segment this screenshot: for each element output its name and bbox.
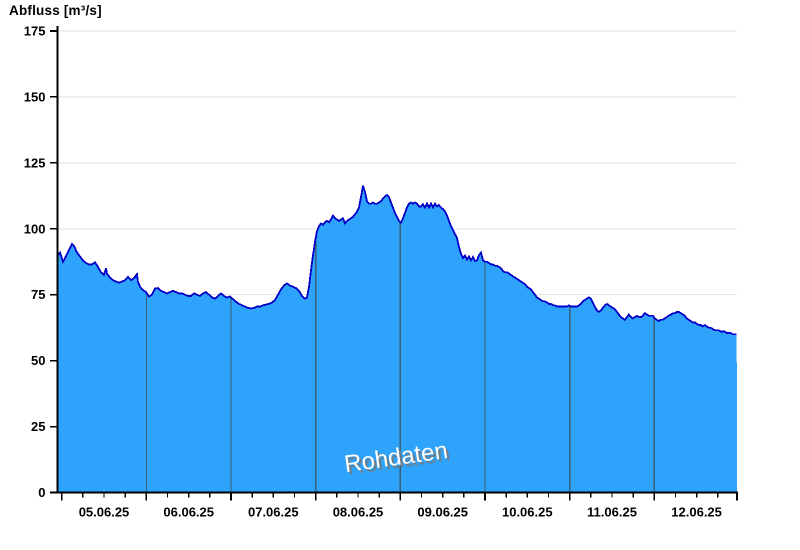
x-tick-label: 05.06.25: [79, 505, 130, 520]
y-tick-label: 100: [24, 221, 46, 236]
y-tick-label: 175: [24, 24, 46, 39]
y-tick-label: 125: [24, 155, 46, 170]
x-tick-label: 12.06.25: [671, 505, 722, 520]
y-tick-label: 150: [24, 89, 46, 104]
y-tick-label: 25: [31, 419, 45, 434]
x-tick-label: 06.06.25: [163, 505, 214, 520]
series-area-fill: [58, 185, 737, 493]
y-tick-label: 50: [31, 353, 45, 368]
chart-title: Abfluss [m³/s]: [9, 3, 102, 18]
y-tick-label: 0: [38, 485, 45, 500]
x-tick-label: 11.06.25: [587, 505, 637, 520]
x-tick-label: 10.06.25: [502, 505, 553, 520]
x-tick-label: 09.06.25: [417, 505, 468, 520]
x-tick-label: 08.06.25: [333, 505, 384, 520]
x-tick-label: 07.06.25: [248, 505, 299, 520]
series-line: [57, 185, 737, 336]
y-tick-label: 75: [31, 287, 45, 302]
